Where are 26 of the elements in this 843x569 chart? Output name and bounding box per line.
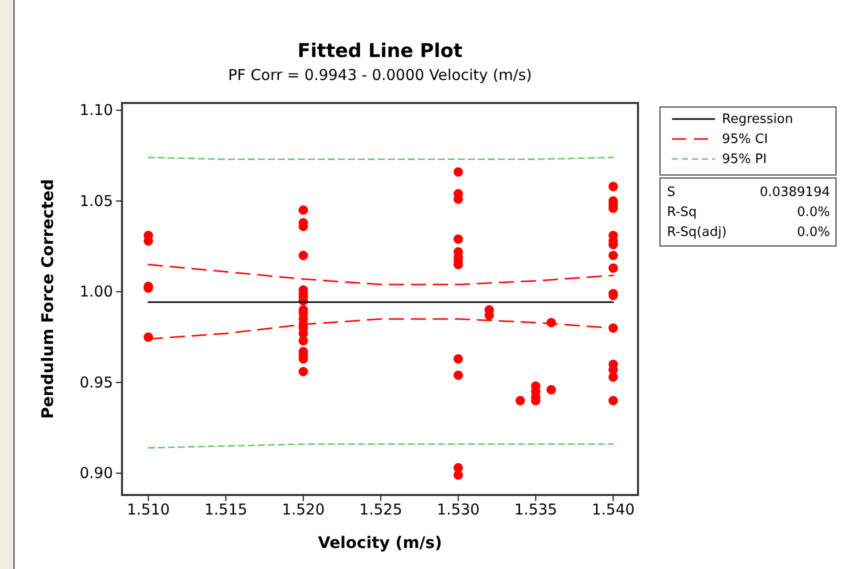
text: S — [667, 185, 676, 200]
line-series — [148, 264, 614, 286]
x-tick-label: 1.520 — [282, 500, 325, 519]
text: 0.0% — [796, 205, 830, 220]
x-tick-label: 1.525 — [359, 500, 402, 519]
x-axis-title: Velocity (m/s) — [318, 533, 442, 552]
text: 0.0389194 — [760, 185, 830, 200]
y-tick-label: 1.10 — [80, 101, 113, 120]
legend-label: Regression — [722, 112, 794, 127]
y-tick-label: 1.05 — [80, 192, 113, 210]
legend-label: 95% CI — [722, 132, 768, 147]
y-axis-title: Pendulum Force Corrected — [38, 179, 57, 419]
chart-subtitle: PF Corr = 0.9943 - 0.0000 Velocity (m/s) — [228, 66, 532, 84]
legend-label: 95% PI — [722, 152, 767, 167]
x-tick-label: 1.510 — [126, 500, 170, 519]
y-tick-label: 0.95 — [80, 373, 113, 392]
x-tick-label: 1.540 — [592, 500, 635, 519]
text: R-Sq(adj) — [667, 225, 727, 240]
text: 0.0% — [796, 225, 830, 240]
x-tick-label: 1.535 — [514, 500, 558, 519]
y-tick-label: 1.00 — [80, 282, 113, 301]
chart-title: Fitted Line Plot — [298, 40, 462, 62]
x-tick-label: 1.515 — [204, 500, 248, 519]
y-tick-label: 0.90 — [80, 464, 113, 482]
x-tick-label: 1.530 — [436, 500, 480, 519]
text: R-Sq — [667, 205, 697, 220]
